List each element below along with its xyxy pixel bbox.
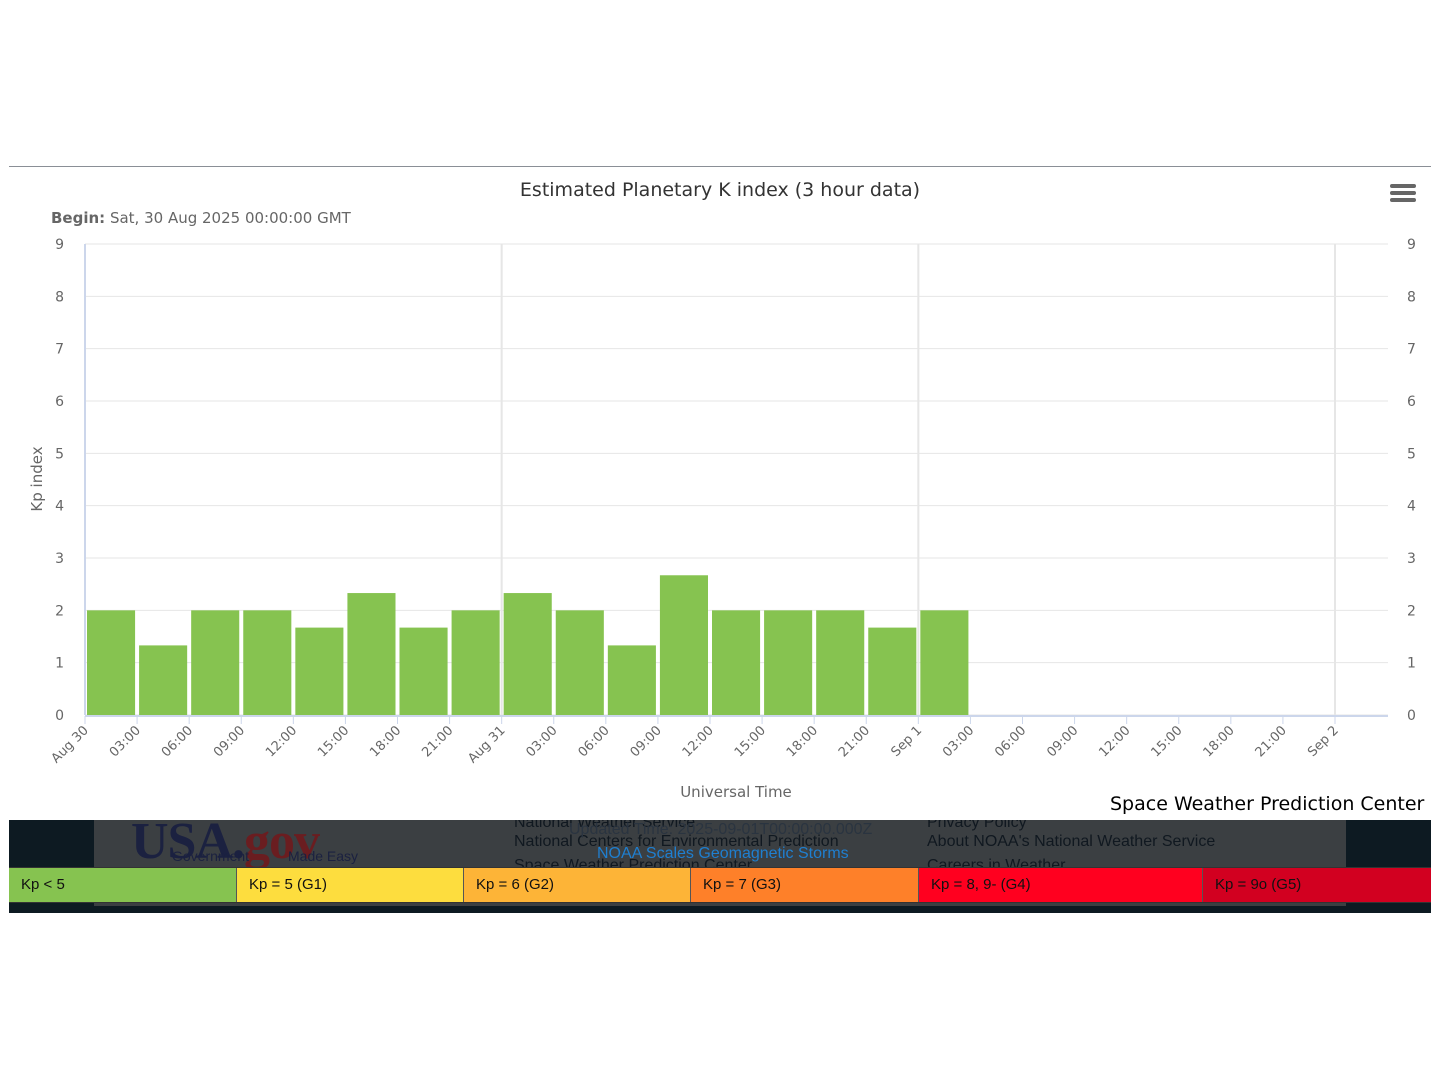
y-tick-label-left: 4 — [55, 499, 64, 515]
kp-bar — [191, 610, 240, 715]
y-tick-label-right: 1 — [1407, 656, 1416, 672]
y-tick-label-right: 6 — [1407, 394, 1416, 410]
y-tick-label-right: 2 — [1407, 603, 1416, 619]
x-tick-label: 18:00 — [784, 723, 821, 760]
legend-kp-7-g3: Kp = 7 (G3) — [691, 868, 919, 902]
x-tick-label: 03:00 — [940, 723, 977, 760]
x-tick-label: 09:00 — [628, 723, 665, 760]
kp-bar — [503, 593, 552, 715]
kp-bar — [607, 645, 656, 715]
x-tick-label: 21:00 — [836, 723, 873, 760]
x-tick-label: 15:00 — [732, 723, 769, 760]
x-tick-label: 12:00 — [1096, 723, 1133, 760]
x-tick-label: 06:00 — [992, 723, 1029, 760]
logo-gov: gov — [244, 820, 320, 870]
y-tick-label-right: 5 — [1407, 446, 1416, 462]
legend-kp-6-g2: Kp = 6 (G2) — [464, 868, 691, 902]
y-tick-label-left: 3 — [55, 551, 64, 567]
bars-layer — [87, 575, 969, 715]
x-tick-label: 15:00 — [315, 723, 352, 760]
hamburger-menu-icon-line — [1390, 191, 1416, 195]
chart-title: Estimated Planetary K index (3 hour data… — [520, 179, 920, 201]
y-axis-title: Kp index — [28, 446, 46, 511]
kp-bar — [399, 627, 448, 715]
y-tick-label-left: 0 — [55, 708, 64, 724]
chart-credit[interactable]: Space Weather Prediction Center — [1110, 793, 1425, 815]
chart-subtitle: Begin: Sat, 30 Aug 2025 00:00:00 GMT — [51, 209, 352, 227]
y-tick-label-left: 7 — [55, 342, 64, 358]
kp-bar — [868, 627, 917, 715]
y-tick-label-left: 2 — [55, 603, 64, 619]
x-tick-label: 12:00 — [263, 723, 300, 760]
x-tick-label: 15:00 — [1148, 723, 1185, 760]
x-tick-label: 03:00 — [107, 723, 144, 760]
x-tick-label: Sep 1 — [888, 723, 925, 760]
kp-bar — [243, 610, 292, 715]
kp-bar — [347, 593, 396, 715]
kp-bar — [87, 610, 136, 715]
y-tick-label-left: 8 — [55, 289, 64, 305]
x-tick-label: 12:00 — [680, 723, 717, 760]
kp-bar — [295, 627, 344, 715]
subtitle-label: Begin: — [51, 209, 105, 227]
y-tick-label-left: 9 — [55, 237, 64, 253]
x-tick-label: 18:00 — [1201, 723, 1238, 760]
y-tick-label-right: 7 — [1407, 342, 1416, 358]
kp-bar — [659, 575, 708, 715]
top-divider — [9, 166, 1431, 167]
hamburger-menu-icon-line — [1390, 198, 1416, 202]
y-tick-label-right: 8 — [1407, 289, 1416, 305]
kp-bar — [816, 610, 865, 715]
x-tick-label: 09:00 — [211, 723, 248, 760]
logo-main: USA. — [131, 820, 245, 870]
usa-gov-logo[interactable]: USA.gov — [131, 820, 320, 871]
x-tick-label: Aug 30 — [49, 723, 92, 766]
kp-legend: Kp < 5 Kp = 5 (G1) Kp = 6 (G2) Kp = 7 (G… — [9, 867, 1431, 903]
subtitle-value: Sat, 30 Aug 2025 00:00:00 GMT — [110, 209, 352, 227]
x-axis-title: Universal Time — [680, 783, 792, 801]
legend-kp-lt-5: Kp < 5 — [9, 868, 237, 902]
kp-bar — [920, 610, 969, 715]
y-tick-label-right: 0 — [1407, 708, 1416, 724]
legend-kp-9o-g5: Kp = 9o (G5) — [1203, 868, 1431, 902]
y-tick-label-right: 3 — [1407, 551, 1416, 567]
x-tick-label: Aug 31 — [465, 723, 508, 766]
footer-link-nws[interactable]: National Weather Service — [514, 820, 696, 831]
y-tick-label-right: 4 — [1407, 499, 1416, 515]
y-tick-label-left: 5 — [55, 446, 64, 462]
chart-menu-button[interactable] — [1390, 184, 1416, 206]
legend-kp-8-g4: Kp = 8, 9- (G4) — [919, 868, 1203, 902]
noaa-scales-link[interactable]: NOAA Scales Geomagnetic Storms — [597, 845, 849, 862]
kp-bar — [555, 610, 604, 715]
kp-bar — [139, 645, 188, 715]
kp-bar — [712, 610, 761, 715]
x-tick-label: 03:00 — [523, 723, 560, 760]
x-tick-label: 21:00 — [419, 723, 456, 760]
updated-time: Updated Time: 2025-09-01T00:00:00.000Z — [569, 821, 873, 838]
footer-link-privacy[interactable]: Privacy Policy — [927, 820, 1027, 831]
hamburger-menu-icon — [1390, 184, 1416, 188]
kp-bar — [451, 610, 500, 715]
y-tick-label-left: 1 — [55, 656, 64, 672]
y-tick-label-right: 9 — [1407, 237, 1416, 253]
x-tick-label: Sep 2 — [1305, 723, 1342, 760]
footer-link-about-nws[interactable]: About NOAA's National Weather Service — [927, 833, 1216, 850]
footer-link-ncep[interactable]: National Centers for Environmental Predi… — [514, 833, 839, 850]
logo-tag-made-easy: Made Easy — [288, 848, 359, 864]
legend-kp-5-g1: Kp = 5 (G1) — [237, 868, 464, 902]
x-tick-label: 21:00 — [1253, 723, 1290, 760]
kp-bar — [764, 610, 813, 715]
x-tick-label: 06:00 — [576, 723, 613, 760]
logo-tag-government: Government — [172, 848, 250, 864]
x-tick-label: 18:00 — [367, 723, 404, 760]
x-tick-label: 09:00 — [1044, 723, 1081, 760]
y-tick-label-left: 6 — [55, 394, 64, 410]
x-tick-label: 06:00 — [159, 723, 196, 760]
